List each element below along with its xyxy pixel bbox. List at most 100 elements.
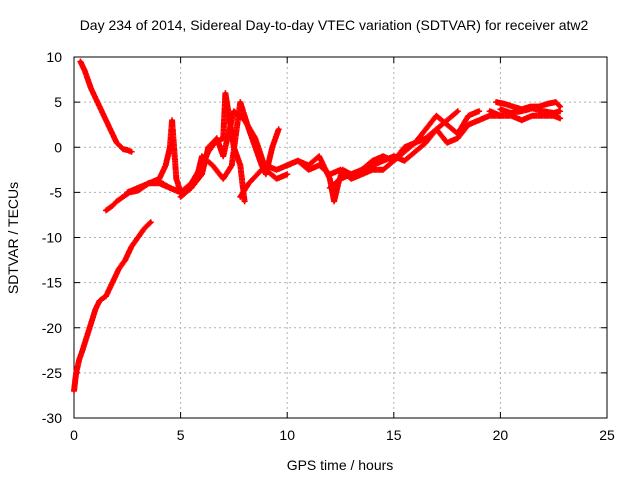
data-point bbox=[129, 244, 134, 249]
data-point bbox=[413, 141, 417, 145]
data-point bbox=[110, 204, 114, 208]
data-point bbox=[125, 148, 129, 152]
data-point bbox=[129, 150, 134, 154]
data-point bbox=[349, 177, 353, 181]
data-point bbox=[466, 123, 471, 127]
x-tick-label: 20 bbox=[493, 427, 509, 443]
y-tick-label: -25 bbox=[42, 365, 62, 381]
data-point bbox=[277, 127, 281, 131]
data-point bbox=[232, 109, 236, 113]
data-point bbox=[77, 357, 81, 361]
data-point bbox=[206, 145, 210, 149]
data-point bbox=[221, 177, 225, 181]
data-point bbox=[83, 68, 87, 73]
data-point bbox=[121, 147, 125, 151]
data-point bbox=[253, 136, 257, 140]
y-tick-label: 0 bbox=[54, 139, 62, 155]
x-axis-label: GPS time / hours bbox=[287, 457, 394, 473]
data-point bbox=[255, 172, 259, 176]
y-tick-label: -5 bbox=[50, 184, 63, 200]
data-point bbox=[264, 163, 268, 167]
data-point bbox=[488, 114, 492, 118]
data-point bbox=[93, 308, 97, 312]
y-tick-label: -20 bbox=[42, 320, 62, 336]
data-point bbox=[477, 109, 481, 113]
data-point bbox=[413, 150, 417, 154]
data-point bbox=[360, 172, 364, 176]
x-tick-label: 10 bbox=[279, 427, 295, 443]
data-point bbox=[520, 118, 524, 122]
data-point bbox=[381, 154, 385, 158]
data-point bbox=[511, 105, 515, 109]
data-point bbox=[477, 118, 481, 122]
data-point bbox=[296, 159, 300, 163]
x-tick-label: 25 bbox=[599, 427, 615, 443]
data-point bbox=[285, 163, 289, 167]
data-point bbox=[456, 136, 460, 140]
series-markers bbox=[71, 219, 154, 394]
grid-lines bbox=[74, 57, 607, 418]
data-point bbox=[402, 159, 407, 163]
data-point bbox=[168, 145, 172, 149]
data-point bbox=[247, 181, 251, 185]
data-point bbox=[104, 294, 108, 298]
series-track-3 bbox=[103, 117, 190, 214]
data-point bbox=[149, 220, 153, 224]
data-point bbox=[106, 123, 110, 127]
data-point bbox=[115, 141, 119, 145]
series-track-2 bbox=[71, 219, 154, 394]
series-track-8 bbox=[284, 108, 483, 205]
data-point bbox=[215, 136, 219, 140]
data-point bbox=[370, 159, 375, 163]
data-point bbox=[402, 150, 407, 154]
data-point bbox=[285, 172, 289, 176]
data-point bbox=[498, 107, 502, 111]
data-point bbox=[317, 154, 321, 158]
data-point bbox=[270, 145, 274, 149]
data-point bbox=[230, 163, 234, 167]
data-point bbox=[328, 177, 332, 181]
series-track-11 bbox=[493, 99, 564, 113]
x-tick-label: 5 bbox=[177, 427, 185, 443]
data-point bbox=[72, 389, 76, 393]
y-tick-label: 5 bbox=[54, 94, 62, 110]
data-point bbox=[97, 105, 102, 109]
data-point bbox=[80, 348, 85, 352]
data-point bbox=[545, 102, 549, 106]
data-point bbox=[541, 114, 545, 118]
data-point bbox=[136, 235, 140, 240]
data-point bbox=[221, 136, 225, 140]
series-markers bbox=[103, 117, 190, 214]
data-point bbox=[434, 127, 439, 131]
data-point bbox=[104, 208, 108, 213]
data-point bbox=[238, 100, 242, 104]
data-point bbox=[520, 109, 524, 113]
data-point bbox=[200, 172, 204, 176]
data-point bbox=[117, 267, 121, 271]
data-point bbox=[530, 106, 534, 111]
data-point bbox=[306, 163, 311, 167]
data-point bbox=[503, 102, 507, 106]
data-point bbox=[558, 105, 562, 109]
series-track-10 bbox=[486, 108, 564, 124]
data-point bbox=[223, 91, 227, 95]
x-tick-label: 15 bbox=[386, 427, 402, 443]
data-point bbox=[221, 154, 225, 158]
data-point bbox=[238, 163, 242, 167]
data-point bbox=[121, 195, 125, 199]
y-tick-label: -15 bbox=[42, 275, 62, 291]
data-point bbox=[174, 177, 178, 181]
data-point bbox=[78, 59, 82, 64]
data-point bbox=[554, 100, 558, 104]
axis-ticks: 0 5 10 15 20 25 -30 -25 -20 -15 -10 -5 0 5 10 bbox=[42, 49, 615, 443]
data-point bbox=[349, 172, 353, 176]
data-point bbox=[115, 199, 119, 203]
data-point bbox=[445, 141, 449, 145]
data-point bbox=[210, 163, 215, 167]
data-point bbox=[74, 371, 78, 375]
data-point bbox=[338, 177, 343, 181]
series-markers bbox=[77, 58, 135, 155]
data-point bbox=[97, 299, 102, 303]
data-point bbox=[509, 111, 513, 115]
y-axis-label: SDTVAR / TECUs bbox=[5, 182, 21, 294]
